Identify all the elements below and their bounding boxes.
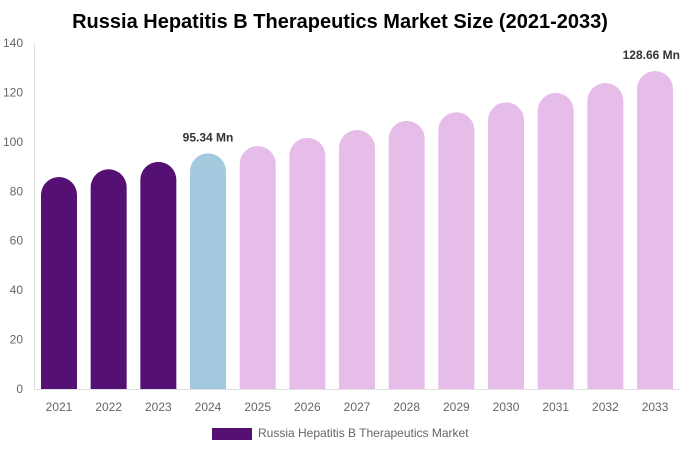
- x-tick-label: 2026: [294, 400, 321, 414]
- bar-2021: [41, 176, 77, 389]
- y-tick-label: 80: [10, 184, 24, 198]
- bar-2032: [587, 83, 624, 389]
- bar-2033: [637, 71, 674, 389]
- bar-2031: [537, 92, 574, 390]
- y-tick-label: 100: [3, 135, 23, 149]
- x-tick-label: 2027: [344, 400, 371, 414]
- bar-2027: [339, 129, 376, 389]
- x-tick-label: 2029: [443, 400, 470, 414]
- bar-2025: [239, 146, 276, 389]
- x-tick-label: 2033: [642, 400, 669, 414]
- x-tick-label: 2030: [493, 400, 520, 414]
- y-tick-label: 0: [16, 382, 23, 396]
- legend-label: Russia Hepatitis B Therapeutics Market: [258, 426, 469, 440]
- x-tick-label: 2021: [46, 400, 73, 414]
- bar-2024: [190, 153, 227, 389]
- y-tick-label: 140: [3, 36, 23, 50]
- bar-2029: [438, 112, 475, 389]
- bar-2022: [90, 169, 127, 389]
- x-tick-label: 2023: [145, 400, 172, 414]
- x-tick-label: 2025: [244, 400, 271, 414]
- y-tick-label: 40: [10, 283, 24, 297]
- y-tick-label: 120: [3, 85, 23, 99]
- bar-2023: [140, 161, 177, 389]
- x-tick-label: 2032: [592, 400, 619, 414]
- y-tick-label: 20: [10, 333, 24, 347]
- data-label: 128.66 Mn: [623, 48, 680, 62]
- y-tick-label: 60: [10, 234, 24, 248]
- data-label: 95.34 Mn: [183, 130, 234, 144]
- legend: Russia Hepatitis B Therapeutics Market: [212, 426, 469, 440]
- x-tick-label: 2031: [542, 400, 569, 414]
- x-tick-label: 2028: [393, 400, 420, 414]
- legend-swatch: [212, 428, 252, 440]
- bar-2026: [289, 137, 326, 389]
- bar-2028: [388, 120, 425, 389]
- bar-2030: [488, 102, 525, 389]
- x-tick-label: 2022: [95, 400, 122, 414]
- chart-title: Russia Hepatitis B Therapeutics Market S…: [72, 11, 608, 33]
- x-tick-label: 2024: [195, 400, 222, 414]
